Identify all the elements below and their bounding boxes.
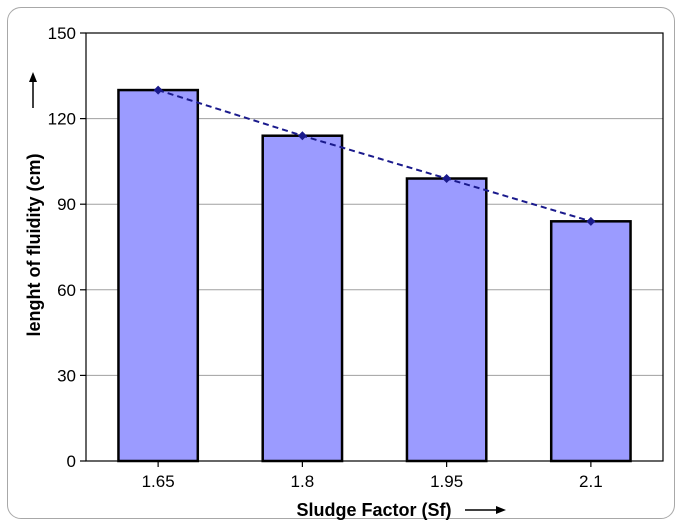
bar [405, 177, 488, 463]
x-tick-label: 2.1 [579, 472, 603, 491]
x-tick-label: 1.95 [430, 472, 463, 491]
y-tick-label: 60 [57, 281, 76, 300]
y-tick-label: 120 [48, 110, 76, 129]
trend-line-series [153, 85, 596, 226]
x-tick-label: 1.65 [142, 472, 175, 491]
y-axis-ticks: 0 30 60 90 120 150 [48, 24, 86, 471]
x-axis-title: Sludge Factor (Sf) [296, 500, 451, 520]
bar [261, 134, 344, 463]
trend-point [153, 85, 163, 95]
y-tick-label: 150 [48, 24, 76, 43]
y-axis-arrow-icon [29, 72, 37, 108]
trend-line [157, 89, 592, 223]
x-tick-label: 1.8 [291, 472, 315, 491]
trend-point [297, 131, 307, 141]
y-tick-label: 30 [57, 366, 76, 385]
bars [117, 88, 632, 463]
bar [549, 220, 632, 463]
x-axis-arrow-icon [465, 506, 506, 514]
y-axis-title: lenght of fluidity (cm) [24, 154, 44, 337]
y-tick-label: 0 [67, 452, 76, 471]
trend-point [442, 174, 452, 184]
x-axis-ticks: 1.65 1.8 1.95 2.1 [142, 461, 603, 491]
y-tick-label: 90 [57, 195, 76, 214]
trend-point [586, 216, 596, 226]
plot-area [85, 32, 664, 462]
bar [117, 88, 200, 463]
